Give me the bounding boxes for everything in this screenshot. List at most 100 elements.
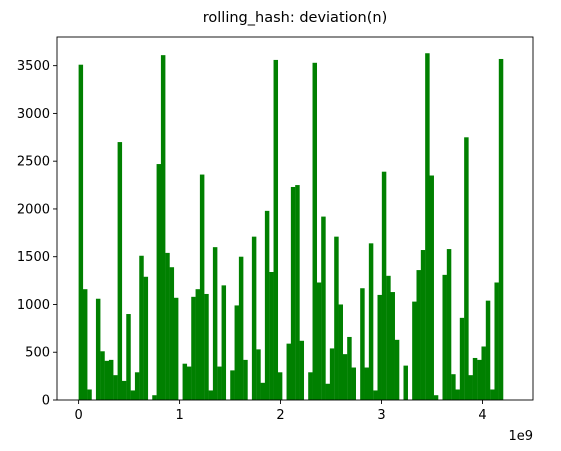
histogram-bar <box>395 340 399 400</box>
histogram-bar <box>352 368 356 400</box>
histogram-bar <box>222 285 226 400</box>
x-tick-label: 1 <box>175 408 183 423</box>
y-tick-label: 1500 <box>17 250 50 265</box>
histogram-bar <box>113 375 117 400</box>
histogram-bar <box>235 305 239 400</box>
y-tick-label: 2500 <box>17 155 50 170</box>
y-tick-label: 3500 <box>17 59 50 74</box>
y-tick-label: 0 <box>42 394 50 409</box>
histogram-bar <box>343 354 347 400</box>
histogram-bar <box>183 364 187 400</box>
histogram-bar <box>451 374 455 400</box>
histogram-bar <box>317 283 321 400</box>
histogram-bar <box>204 294 208 400</box>
histogram-bar <box>391 292 395 400</box>
histogram-bar <box>209 390 213 400</box>
histogram-bar <box>87 389 91 400</box>
histogram-bar <box>161 55 165 400</box>
histogram-bar <box>170 267 174 400</box>
histogram-bar <box>239 257 243 400</box>
x-axis: 0 1 2 3 4 <box>74 400 486 423</box>
histogram-bar <box>330 348 334 400</box>
histogram-bar <box>139 256 143 400</box>
histogram-bar <box>434 395 438 400</box>
histogram-bar <box>373 390 377 400</box>
histogram-bar <box>217 367 221 400</box>
histogram-bar <box>213 247 217 400</box>
x-axis-offset-label: 1e9 <box>508 429 533 444</box>
histogram-bar <box>382 172 386 400</box>
histogram-bar <box>360 288 364 400</box>
x-tick-label: 4 <box>478 408 486 423</box>
histogram-bar <box>412 302 416 400</box>
histogram-bar <box>79 65 83 400</box>
histogram-bar <box>416 270 420 400</box>
histogram-bar <box>261 383 265 400</box>
histogram-bar <box>369 243 373 400</box>
y-tick-label: 2000 <box>17 202 50 217</box>
histogram-bar <box>287 344 291 400</box>
histogram-bar <box>291 187 295 400</box>
histogram-bar <box>403 366 407 400</box>
histogram-bar <box>447 249 451 400</box>
histogram-bar <box>131 390 135 400</box>
y-tick-label: 3000 <box>17 107 50 122</box>
histogram-bar <box>269 272 273 400</box>
histogram-bar <box>157 164 161 400</box>
histogram-bar <box>486 301 490 400</box>
bars-group <box>79 53 504 400</box>
histogram-bar <box>339 304 343 400</box>
histogram-bar <box>152 395 156 400</box>
histogram-bar <box>494 283 498 400</box>
histogram-bar <box>386 276 390 400</box>
histogram-bar <box>300 341 304 400</box>
histogram-bar <box>421 250 425 400</box>
histogram-bar <box>481 347 485 400</box>
histogram-bar <box>308 372 312 400</box>
x-tick-label: 0 <box>74 408 82 423</box>
histogram-bar <box>256 349 260 400</box>
histogram-bar <box>144 277 148 400</box>
histogram-bar <box>83 289 87 400</box>
histogram-bar <box>464 137 468 400</box>
histogram-bar <box>105 361 109 400</box>
histogram-bar <box>429 176 433 400</box>
histogram-bar <box>347 337 351 400</box>
histogram-bar <box>126 314 130 400</box>
histogram-bar <box>252 237 256 400</box>
histogram-bar <box>365 368 369 400</box>
x-tick-label: 2 <box>276 408 284 423</box>
histogram-bar <box>174 298 178 400</box>
histogram-bar <box>96 299 100 400</box>
histogram-bar <box>191 297 195 400</box>
histogram-bar <box>118 142 122 400</box>
histogram-bar <box>442 275 446 400</box>
histogram-bar <box>468 375 472 400</box>
y-axis: 0 500 1000 1500 2000 2500 3000 3500 <box>17 59 57 408</box>
histogram-bar <box>334 237 338 400</box>
histogram-bar <box>243 360 247 400</box>
histogram-bar <box>187 367 191 400</box>
histogram-bar <box>274 60 278 400</box>
histogram-bar <box>100 351 104 400</box>
histogram-bar <box>326 384 330 400</box>
histogram-bar <box>425 53 429 400</box>
histogram-bar <box>265 211 269 400</box>
y-tick-label: 500 <box>25 346 50 361</box>
histogram-bar <box>473 358 477 400</box>
histogram-bar <box>499 59 503 400</box>
histogram-bar <box>109 360 113 400</box>
y-tick-label: 1000 <box>17 298 50 313</box>
histogram-bar <box>135 372 139 400</box>
histogram-bar <box>278 372 282 400</box>
histogram-bar <box>165 253 169 400</box>
histogram-bar <box>460 318 464 400</box>
histogram-bar <box>477 360 481 400</box>
histogram-bar <box>378 295 382 400</box>
histogram-bar <box>230 370 234 400</box>
histogram-bar <box>490 389 494 400</box>
histogram-bar <box>295 185 299 400</box>
histogram-bar <box>200 175 204 400</box>
histogram-bar <box>313 63 317 400</box>
